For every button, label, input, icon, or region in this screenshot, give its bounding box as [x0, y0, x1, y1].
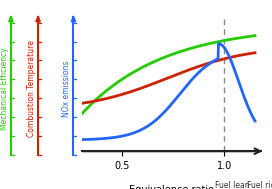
Text: Mechanical Efficiency: Mechanical Efficiency [0, 47, 9, 130]
Text: Fuel rich: Fuel rich [247, 181, 272, 189]
Text: Combustion Temperature: Combustion Temperature [27, 40, 36, 137]
Text: NOx emissions: NOx emissions [62, 61, 71, 117]
X-axis label: Equivalence ratio: Equivalence ratio [129, 185, 214, 189]
Text: Fuel lean: Fuel lean [215, 181, 250, 189]
